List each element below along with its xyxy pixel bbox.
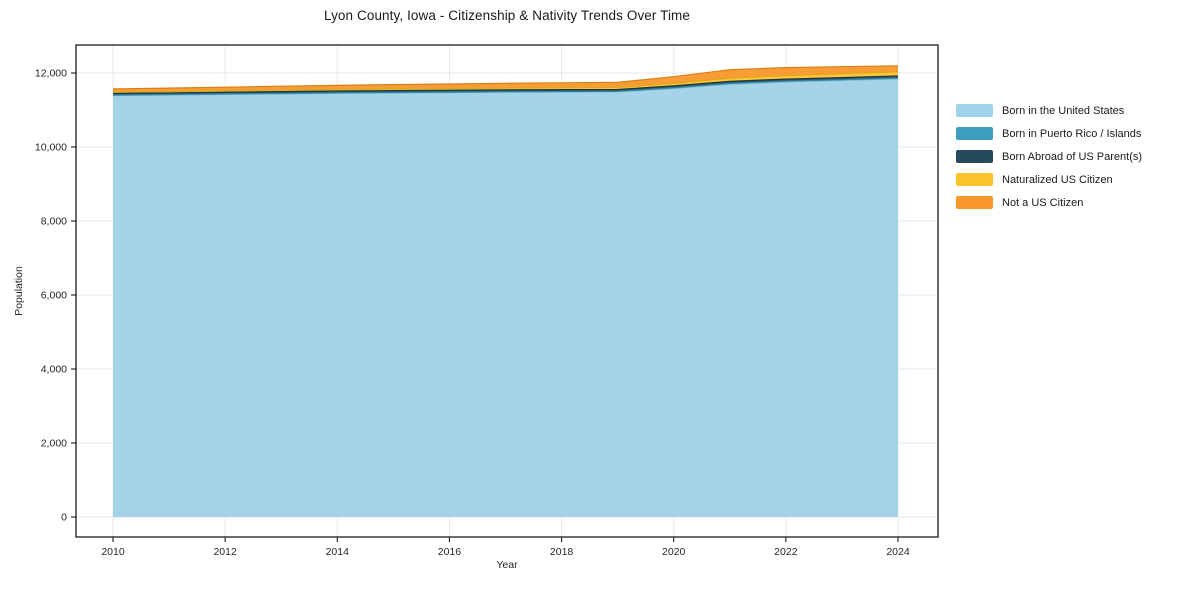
x-tick-label: 2016	[438, 546, 462, 558]
x-tick-label: 2012	[213, 546, 237, 558]
legend-label: Born in the United States	[1002, 104, 1125, 117]
legend-item: Born Abroad of US Parent(s)	[956, 145, 1142, 168]
y-tick-label: 6,000	[41, 290, 67, 302]
x-tick-label: 2022	[774, 546, 798, 558]
y-tick-label: 8,000	[41, 216, 67, 228]
y-tick-label: 2,000	[41, 438, 67, 450]
y-axis-label: Population	[13, 266, 25, 316]
chart-title: Lyon County, Iowa - Citizenship & Nativi…	[323, 8, 691, 23]
axes-frame	[75, 44, 939, 538]
area-born-in-the-united-states	[113, 78, 898, 518]
legend-label: Born Abroad of US Parent(s)	[1002, 150, 1143, 163]
legend-item: Naturalized US Citizen	[956, 168, 1142, 191]
edge-born-abroad-of-us-parent-s-	[112, 75, 899, 94]
x-tick-label: 2014	[326, 546, 350, 558]
x-tick-label: 2020	[662, 546, 686, 558]
x-axis-label: Year	[496, 559, 518, 571]
legend-swatch-icon	[956, 104, 993, 117]
y-tick-label: 4,000	[41, 364, 67, 376]
x-tick-label: 2024	[886, 546, 910, 558]
edge-naturalized-us-citizen	[112, 71, 899, 93]
edge-not-a-us-citizen	[112, 65, 899, 90]
y-tick-label: 10,000	[35, 142, 67, 154]
legend-item: Not a US Citizen	[956, 191, 1142, 214]
legend-item: Born in the United States	[956, 99, 1142, 122]
y-tick-label: 0	[61, 512, 67, 524]
x-tick-label: 2010	[101, 546, 125, 558]
legend-label: Not a US Citizen	[1002, 196, 1084, 209]
legend-label: Naturalized US Citizen	[1002, 173, 1113, 186]
legend-swatch-icon	[956, 127, 993, 140]
x-tick-label: 2018	[550, 546, 574, 558]
legend-swatch-icon	[956, 173, 993, 186]
y-tick-label: 12,000	[35, 68, 67, 80]
legend-swatch-icon	[956, 196, 993, 209]
area-not-a-us-citizen	[113, 65, 898, 93]
area-naturalized-us-citizen	[113, 71, 898, 94]
legend-label: Born in Puerto Rico / Islands	[1002, 127, 1142, 140]
edge-born-in-puerto-rico-islands	[112, 77, 899, 96]
legend-item: Born in Puerto Rico / Islands	[956, 122, 1142, 145]
legend: Born in the United States Born in Puerto …	[956, 99, 1142, 214]
legend-swatch-icon	[956, 150, 993, 163]
